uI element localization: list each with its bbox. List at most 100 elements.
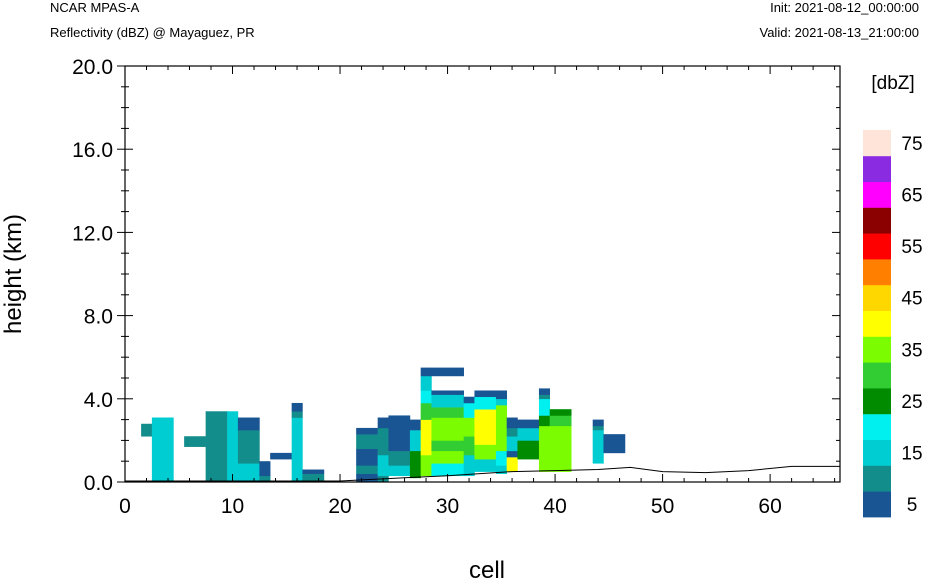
reflectivity-cell	[431, 463, 464, 477]
reflectivity-cell	[506, 427, 518, 437]
reflectivity-cell	[474, 459, 497, 472]
reflectivity-cell	[463, 454, 475, 477]
reflectivity-cell	[388, 450, 411, 466]
reflectivity-cell	[302, 473, 325, 483]
reflectivity-cell	[474, 444, 497, 460]
y-tick-labels: 0.0 4.0 8.0 12.0 16.0 20.0	[72, 56, 113, 495]
reflectivity-cell	[592, 425, 604, 431]
reflectivity-cell	[420, 454, 432, 477]
colorbar-label: 5	[907, 495, 918, 516]
colorbar-swatch	[863, 130, 891, 157]
reflectivity-cell	[506, 436, 518, 452]
reflectivity-cell	[463, 402, 475, 418]
reflectivity-cell	[205, 411, 228, 418]
y-tick-label: 8.0	[84, 306, 113, 329]
colorbar-swatch	[863, 284, 891, 311]
colorbar-swatch	[863, 388, 891, 415]
reflectivity-cell	[495, 450, 507, 466]
colorbar-swatch	[863, 413, 891, 440]
valid-time: Valid: 2021-08-13_21:00:00	[759, 25, 920, 40]
x-tick-label: 30	[436, 495, 459, 518]
x-tick-label: 10	[221, 495, 244, 518]
reflectivity-cell	[409, 450, 421, 479]
reflectivity-cell	[517, 419, 540, 429]
reflectivity-cell	[538, 398, 550, 416]
reflectivity-cell	[388, 415, 411, 452]
heatmap-cells	[141, 367, 626, 483]
reflectivity-cell	[495, 398, 507, 406]
reflectivity-cell	[506, 417, 518, 429]
colorbar-labels: 5 15 25 35 45 55 65 75	[901, 134, 922, 516]
colorbar-swatch	[863, 439, 891, 466]
reflectivity-cell	[474, 409, 497, 445]
reflectivity-cell	[431, 450, 464, 464]
reflectivity-cell	[506, 457, 518, 472]
colorbar-swatch	[863, 207, 891, 234]
reflectivity-cell	[291, 402, 303, 412]
colorbar-swatch	[863, 233, 891, 260]
reflectivity-cell	[151, 417, 174, 483]
reflectivity-cell	[184, 436, 206, 447]
reflectivity-cell	[377, 417, 389, 429]
colorbar-swatch	[863, 362, 891, 389]
reflectivity-cell	[538, 394, 550, 400]
field-title: Reflectivity (dBZ) @ Mayaguez, PR	[50, 25, 255, 40]
reflectivity-cell	[474, 390, 497, 398]
reflectivity-cell	[356, 434, 378, 450]
colorbar-swatch	[863, 310, 891, 337]
reflectivity-cell	[420, 419, 432, 456]
reflectivity-cell	[141, 423, 153, 437]
reflectivity-cell	[388, 465, 411, 477]
reflectivity-cell	[538, 450, 550, 472]
colorbar-label: 15	[901, 444, 922, 465]
y-tick-label: 16.0	[72, 139, 113, 162]
x-tick-label: 50	[651, 495, 674, 518]
colorbar-label: 75	[901, 134, 922, 155]
colorbar-label: 35	[901, 340, 922, 361]
reflectivity-cell	[495, 390, 507, 400]
colorbar-label: 55	[901, 237, 922, 258]
y-tick-label: 20.0	[72, 56, 113, 79]
reflectivity-cell	[517, 427, 540, 441]
x-tick-label: 60	[758, 495, 781, 518]
reflectivity-cell	[431, 394, 464, 408]
x-tick-labels: 0 10 20 30 40 50 60	[119, 495, 782, 518]
colorbar-swatch	[863, 491, 891, 518]
colorbar-label: 45	[901, 289, 922, 310]
reflectivity-cell	[538, 425, 550, 452]
colorbar-swatch	[863, 259, 891, 286]
reflectivity-cell	[237, 430, 260, 464]
x-axis-title: cell	[469, 557, 505, 580]
terrain-line	[125, 465, 840, 482]
colorbar-swatch	[863, 181, 891, 208]
reflectivity-cell	[356, 448, 378, 466]
reflectivity-cell	[420, 367, 432, 377]
reflectivity-cell	[592, 419, 604, 427]
colorbar-title: [dbZ]	[871, 73, 914, 94]
x-tick-label: 40	[543, 495, 566, 518]
reflectivity-cell	[549, 415, 572, 427]
reflectivity-cell	[592, 430, 604, 464]
init-time: Init: 2021-08-12_00:00:00	[770, 0, 919, 15]
reflectivity-cell	[463, 396, 475, 404]
colorbar-swatch	[863, 465, 891, 492]
reflectivity-cell	[356, 473, 378, 483]
reflectivity-cell	[237, 463, 260, 483]
reflectivity-cell	[538, 388, 550, 395]
reflectivity-cell	[431, 407, 464, 418]
reflectivity-cell	[463, 417, 475, 437]
reflectivity-cell	[517, 440, 540, 460]
reflectivity-cell	[506, 450, 518, 458]
reflectivity-cell	[270, 452, 292, 460]
reflectivity-cell	[431, 440, 464, 452]
reflectivity-cell	[302, 469, 325, 474]
terrain-profile	[125, 465, 840, 482]
reflectivity-cell	[420, 375, 432, 391]
colorbar	[863, 130, 891, 518]
reflectivity-cell	[227, 411, 239, 483]
reflectivity-cell	[420, 402, 432, 420]
reflectivity-cell	[356, 465, 378, 474]
reflectivity-cell	[259, 475, 271, 483]
reflectivity-cell	[409, 419, 421, 431]
